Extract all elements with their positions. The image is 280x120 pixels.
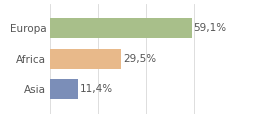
Bar (50, 18, 192, 38)
Bar (50, 49, 121, 69)
Bar (50, 79, 78, 99)
Text: 29,5%: 29,5% (123, 54, 156, 64)
Text: 11,4%: 11,4% (80, 84, 113, 94)
Text: 59,1%: 59,1% (193, 23, 227, 33)
